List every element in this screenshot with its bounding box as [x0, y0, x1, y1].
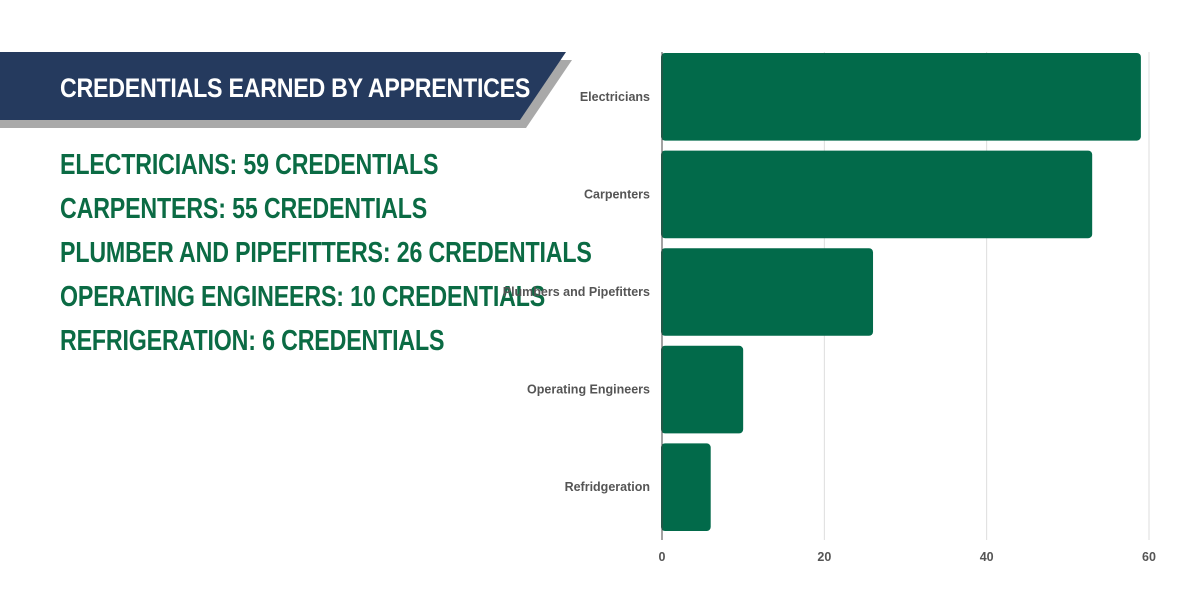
category-label: Plumbers and Pipefitters	[503, 285, 650, 299]
summary-item-plumbers: PLUMBER AND PIPEFITTERS: 26 CREDENTIALS	[60, 237, 592, 269]
bar-plumbers-and-pipefitters	[661, 248, 874, 336]
bar-carpenters	[661, 150, 1093, 239]
bar-operating-engineers	[661, 345, 744, 434]
x-tick-label: 0	[659, 550, 666, 564]
category-label: Electricians	[580, 90, 650, 104]
x-tick-label: 60	[1142, 550, 1156, 564]
page-title: CREDENTIALS EARNED BY APPRENTICES	[60, 73, 531, 103]
x-tick-label: 20	[817, 550, 831, 564]
summary-item-refrigeration: REFRIGERATION: 6 CREDENTIALS	[60, 325, 445, 357]
summary-item-carpenters: CARPENTERS: 55 CREDENTIALS	[60, 193, 428, 225]
category-label: Carpenters	[584, 187, 650, 201]
credentials-summary-list: ELECTRICIANS: 59 CREDENTIALS CARPENTERS:…	[60, 143, 725, 363]
category-label: Refridgeration	[565, 480, 650, 494]
banner-shape	[0, 52, 572, 128]
bar-electricians	[661, 53, 1141, 141]
category-label: Operating Engineers	[527, 383, 650, 397]
banner-background	[0, 52, 566, 120]
title-banner: CREDENTIALS EARNED BY APPRENTICES	[0, 52, 580, 130]
summary-item-electricians: ELECTRICIANS: 59 CREDENTIALS	[60, 149, 439, 181]
summary-item-operating-engineers: OPERATING ENGINEERS: 10 CREDENTIALS	[60, 281, 546, 313]
bar-refridgeration	[661, 443, 711, 531]
x-tick-label: 40	[980, 550, 994, 564]
